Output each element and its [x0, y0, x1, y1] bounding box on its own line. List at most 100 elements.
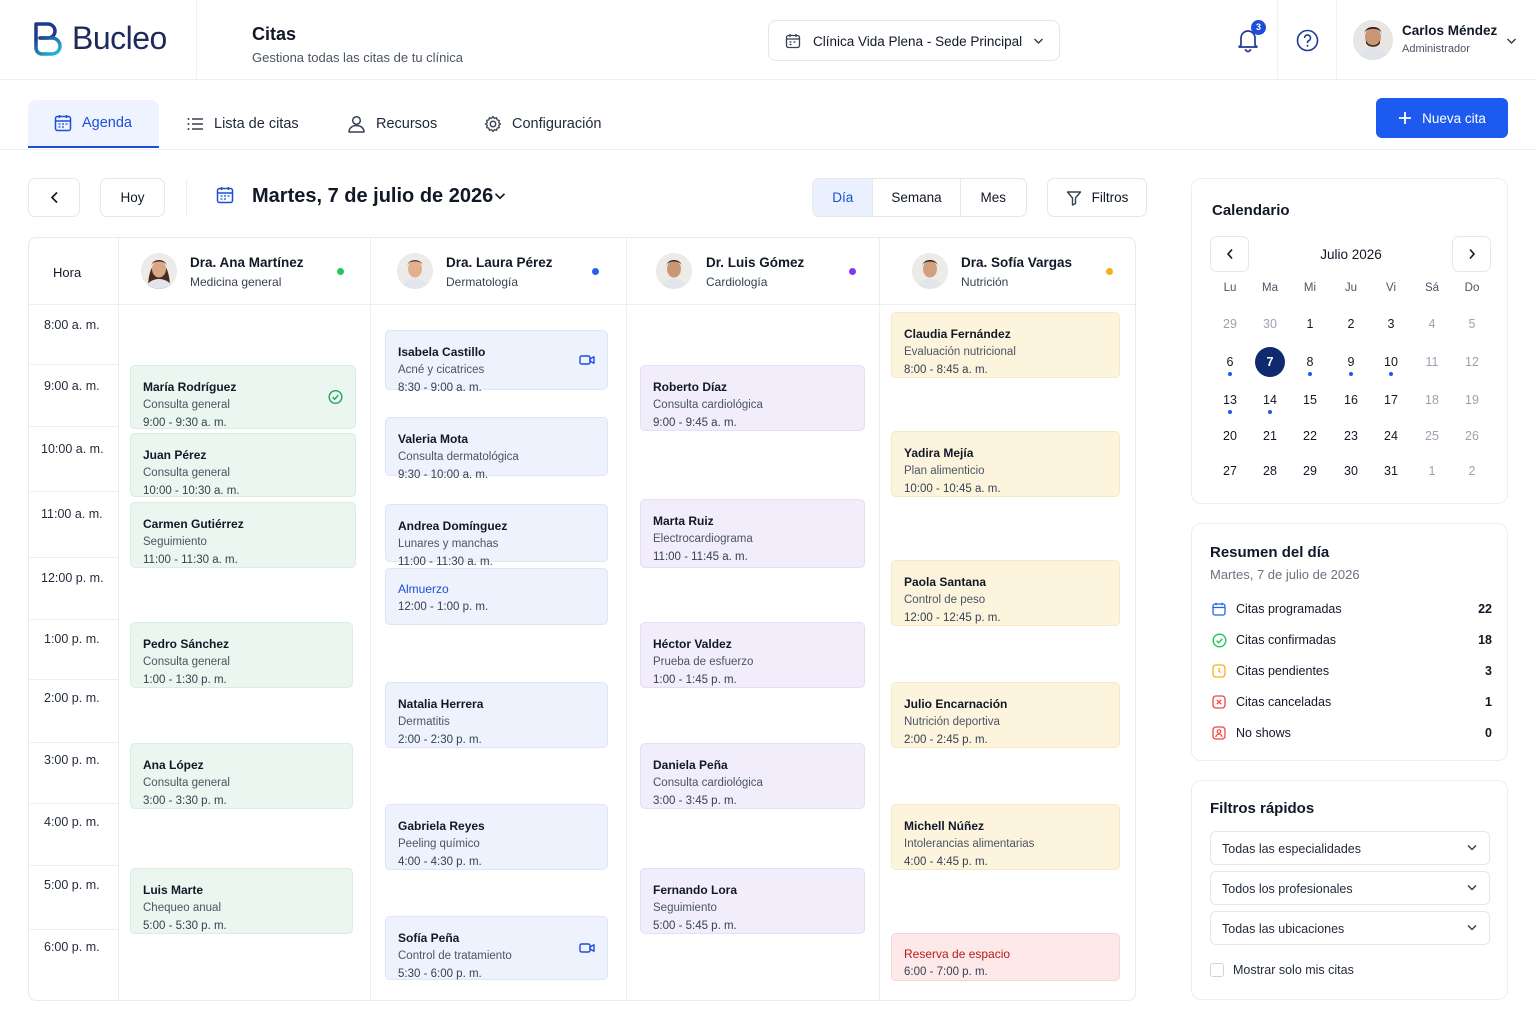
appointment-card[interactable]: Daniela Peña Consulta cardiológica 3:00 - …	[640, 743, 865, 809]
professional-name[interactable]: Dr. Luis Gómez	[706, 255, 805, 270]
calendar-day[interactable]: 24	[1384, 429, 1398, 443]
previous-month-button[interactable]	[1210, 236, 1249, 272]
calendar-day[interactable]: 30	[1263, 317, 1277, 331]
today-button[interactable]: Hoy	[100, 178, 165, 217]
tab-configuracion[interactable]: Configuración	[484, 100, 601, 148]
appointment-card[interactable]: Julio Encarnación Nutrición deportiva 2:00…	[891, 682, 1120, 748]
calendar-day[interactable]: 28	[1263, 464, 1277, 478]
appointment-card[interactable]: Gabriela Reyes Peeling químico 4:00 - 4:30…	[385, 804, 608, 870]
clinic-selector[interactable]: Clínica Vida Plena - Sede Principal	[768, 20, 1060, 61]
only-mine-label[interactable]: Mostrar solo mis citas	[1233, 963, 1354, 977]
calendar-day[interactable]: 30	[1344, 464, 1358, 478]
calendar-day[interactable]: 3	[1387, 317, 1395, 331]
appointment-description: Peeling químico	[398, 838, 480, 850]
filters-button[interactable]: Filtros	[1047, 178, 1147, 217]
view-semana-button[interactable]: Semana	[873, 179, 961, 216]
calendar-day[interactable]: 2	[1347, 317, 1355, 331]
calendar-day[interactable]: 12	[1465, 355, 1479, 369]
tab-agenda[interactable]: Agenda	[28, 100, 159, 148]
appointment-card[interactable]: Andrea Domínguez Lunares y manchas 11:00 -…	[385, 504, 608, 568]
calendar-day[interactable]: 2	[1468, 464, 1476, 478]
appointment-card[interactable]: María Rodríguez Consulta general 9:00 - 9:…	[130, 365, 356, 429]
calendar-day[interactable]: 5	[1468, 317, 1476, 331]
appointment-card[interactable]: Pedro Sánchez Consulta general 1:00 - 1:30…	[130, 622, 353, 688]
professional-name[interactable]: Dra. Laura Pérez	[446, 255, 553, 270]
appointment-card[interactable]: Roberto Díaz Consulta cardiológica 9:00 - …	[640, 365, 865, 431]
appointment-card[interactable]: Juan Pérez Consulta general 10:00 - 10:30 …	[130, 433, 356, 497]
appointment-card[interactable]: Paola Santana Control de peso 12:00 - 12:4…	[891, 560, 1120, 626]
calendar-day[interactable]: 29	[1303, 464, 1317, 478]
chevron-down-icon[interactable]	[494, 192, 506, 200]
calendar-day[interactable]: 4	[1428, 317, 1436, 331]
professional-specialty: Cardiología	[706, 275, 768, 289]
calendar-day[interactable]: 16	[1344, 393, 1358, 407]
appointment-description: Consulta general	[143, 467, 230, 479]
calendar-day[interactable]: 20	[1223, 429, 1237, 443]
calendar-day[interactable]: 6	[1226, 355, 1234, 369]
view-mes-button[interactable]: Mes	[980, 190, 1007, 205]
new-appointment-button[interactable]: Nueva cita	[1376, 98, 1508, 138]
calendar-day[interactable]: 27	[1223, 464, 1237, 478]
tab-lista-de-citas[interactable]: Lista de citas	[186, 100, 299, 148]
bell-icon[interactable]	[1236, 27, 1260, 53]
location-select[interactable]: Todas las ubicaciones	[1210, 911, 1490, 945]
calendar-day[interactable]: 11	[1425, 355, 1439, 369]
appointment-card[interactable]: Yadira Mejía Plan alimenticio 10:00 - 10:4…	[891, 431, 1120, 497]
appointment-card[interactable]: Fernando Lora Seguimiento 5:00 - 5:45 p. m…	[640, 868, 865, 934]
appointment-card[interactable]: Luis Marte Chequeo anual 5:00 - 5:30 p. m.	[130, 868, 353, 934]
appointment-card[interactable]: Almuerzo 12:00 - 1:00 p. m.	[385, 568, 608, 625]
calendar-day[interactable]: 29	[1223, 317, 1237, 331]
appointment-card[interactable]: Natalia Herrera Dermatitis 2:00 - 2:30 p. …	[385, 682, 608, 748]
list-icon	[186, 115, 204, 133]
calendar-day[interactable]: 1	[1306, 317, 1314, 331]
weekday-label: Do	[1464, 282, 1480, 294]
view-dia-button[interactable]: Día	[813, 179, 874, 216]
next-month-button[interactable]	[1452, 236, 1491, 272]
calendar-day[interactable]: 21	[1263, 429, 1277, 443]
help-icon[interactable]	[1296, 29, 1319, 52]
user-avatar[interactable]	[1353, 20, 1393, 60]
appointment-card[interactable]: Isabela Castillo Acné y cicatrices 8:30 - …	[385, 330, 608, 394]
calendar-day[interactable]: 22	[1303, 429, 1317, 443]
professional-select[interactable]: Todos los profesionales	[1210, 871, 1490, 905]
chevron-down-icon[interactable]	[1506, 37, 1517, 45]
calendar-day[interactable]: 13	[1223, 393, 1237, 407]
calendar-day[interactable]: 8	[1306, 355, 1314, 369]
appointment-description: Dermatitis	[398, 716, 450, 728]
calendar-day[interactable]: 10	[1384, 355, 1398, 369]
calendar-day[interactable]: 18	[1425, 393, 1439, 407]
calendar-day[interactable]: 23	[1344, 429, 1358, 443]
calendar-day[interactable]: 17	[1384, 393, 1398, 407]
appointment-patient: Juan Pérez	[143, 448, 207, 462]
appointment-card[interactable]: Héctor Valdez Prueba de esfuerzo 1:00 - 1:…	[640, 622, 865, 688]
video-icon[interactable]	[579, 354, 595, 366]
calendar-day[interactable]: 31	[1384, 464, 1398, 478]
appointment-card[interactable]: Marta Ruiz Electrocardiograma 11:00 - 11:4…	[640, 499, 865, 568]
previous-day-button[interactable]	[28, 178, 80, 217]
calendar-day[interactable]: 19	[1465, 393, 1479, 407]
appointment-card[interactable]: Carmen Gutiérrez Seguimiento 11:00 - 11:30…	[130, 502, 356, 568]
professional-name[interactable]: Dra. Sofía Vargas	[961, 255, 1073, 270]
appointment-card[interactable]: Michell Núñez Intolerancias alimentarias 4…	[891, 804, 1120, 870]
calendar-day[interactable]: 9	[1347, 355, 1355, 369]
tab-recursos[interactable]: Recursos	[347, 100, 437, 148]
specialty-select[interactable]: Todas las especialidades	[1210, 831, 1490, 865]
calendar-day[interactable]: 25	[1425, 429, 1439, 443]
only-mine-checkbox[interactable]	[1210, 963, 1224, 977]
calendar-day[interactable]: 14	[1263, 393, 1277, 407]
calendar-day[interactable]: 7	[1255, 347, 1285, 377]
appointment-card[interactable]: Ana López Consulta general 3:00 - 3:30 p. …	[130, 743, 353, 809]
appointment-card[interactable]: Claudia Fernández Evaluación nutricional 8…	[891, 312, 1120, 378]
calendar-day[interactable]: 1	[1428, 464, 1436, 478]
video-icon[interactable]	[579, 942, 595, 954]
calendar-day[interactable]: 26	[1465, 429, 1479, 443]
calendar-icon	[1212, 602, 1226, 616]
professional-name[interactable]: Dra. Ana Martínez	[190, 255, 304, 270]
appointment-card[interactable]: Sofía Peña Control de tratamiento 5:30 - 6…	[385, 916, 608, 980]
appointment-card[interactable]: Reserva de espacio 6:00 - 7:00 p. m.	[891, 933, 1120, 981]
appointment-card[interactable]: Valeria Mota Consulta dermatológica 9:30 -…	[385, 417, 608, 481]
bucleo-logo-icon[interactable]	[32, 20, 66, 58]
current-date[interactable]: Martes, 7 de julio de 2026	[252, 185, 494, 207]
hour-divider	[29, 929, 118, 930]
calendar-day[interactable]: 15	[1303, 393, 1317, 407]
